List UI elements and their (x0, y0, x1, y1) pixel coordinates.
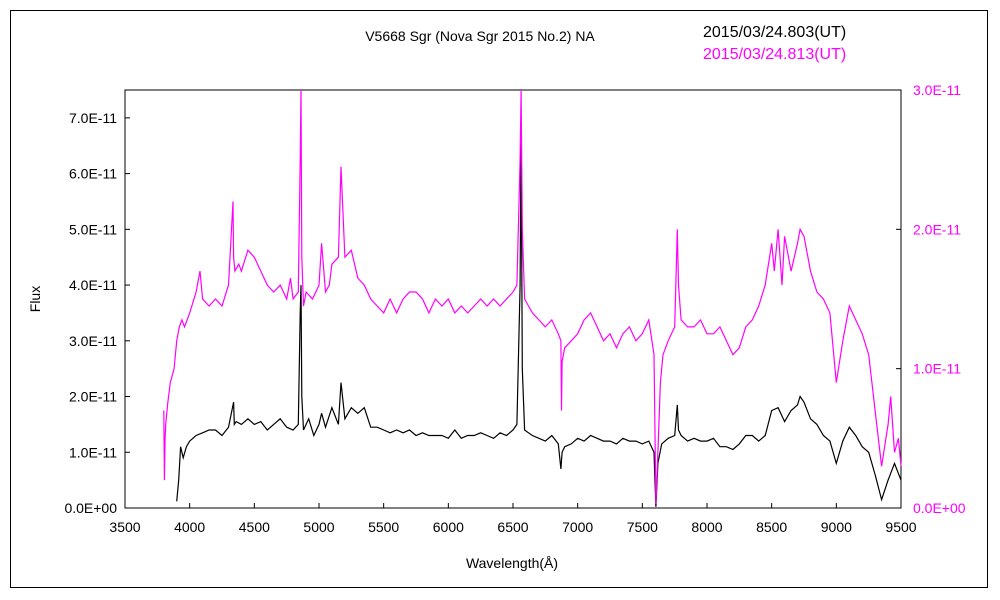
x-tick-label: 5000 (303, 519, 334, 535)
series-line-2 (163, 89, 902, 504)
series-line-1 (176, 123, 902, 507)
x-tick-label: 8500 (756, 519, 787, 535)
x-tick-label: 5500 (368, 519, 399, 535)
legend-series-1: 2015/03/24.803(UT) (703, 24, 846, 41)
left-tick-label: 3.0E-11 (69, 333, 117, 349)
x-tick-label: 8000 (691, 519, 722, 535)
chart-frame (10, 10, 988, 588)
left-tick-label: 1.0E-11 (69, 444, 117, 460)
left-tick-label: 6.0E-11 (69, 166, 117, 182)
x-axis: 3500 4000 4500 5000 5500 6000 6500 7000 7500 8000… (109, 503, 917, 535)
left-tick-label: 0.0E+00 (64, 500, 117, 516)
y-axis-label: Flux (27, 286, 43, 312)
right-axis: 0.0E+00 1.0E-11 2.0E-11 3.0E-11 (896, 82, 966, 516)
x-tick-label: 6000 (433, 519, 464, 535)
x-tick-label: 7000 (562, 519, 593, 535)
x-tick-label: 4000 (174, 519, 205, 535)
right-tick-label: 2.0E-11 (913, 221, 961, 237)
chart-title: V5668 Sgr (Nova Sgr 2015 No.2) NA (365, 28, 595, 44)
legend-series-2: 2015/03/24.813(UT) (703, 46, 846, 63)
x-axis-label: Wavelength(Å) (466, 555, 558, 571)
left-tick-label: 5.0E-11 (69, 221, 117, 237)
x-tick-label: 7500 (627, 519, 658, 535)
x-tick-label: 6500 (497, 519, 528, 535)
x-tick-label: 9000 (821, 519, 852, 535)
right-tick-label: 3.0E-11 (913, 82, 961, 98)
right-tick-label: 1.0E-11 (913, 361, 961, 377)
x-tick-label: 4500 (239, 519, 270, 535)
x-tick-label: 3500 (109, 519, 140, 535)
right-tick-label: 0.0E+00 (913, 500, 966, 516)
left-axis: 0.0E+00 1.0E-11 2.0E-11 3.0E-11 4.0E-11 5.0E-… (64, 110, 130, 516)
x-tick-label: 9500 (885, 519, 916, 535)
left-tick-label: 2.0E-11 (69, 389, 117, 405)
left-tick-label: 7.0E-11 (69, 110, 117, 126)
plot-area (124, 89, 902, 509)
left-tick-label: 4.0E-11 (69, 277, 117, 293)
